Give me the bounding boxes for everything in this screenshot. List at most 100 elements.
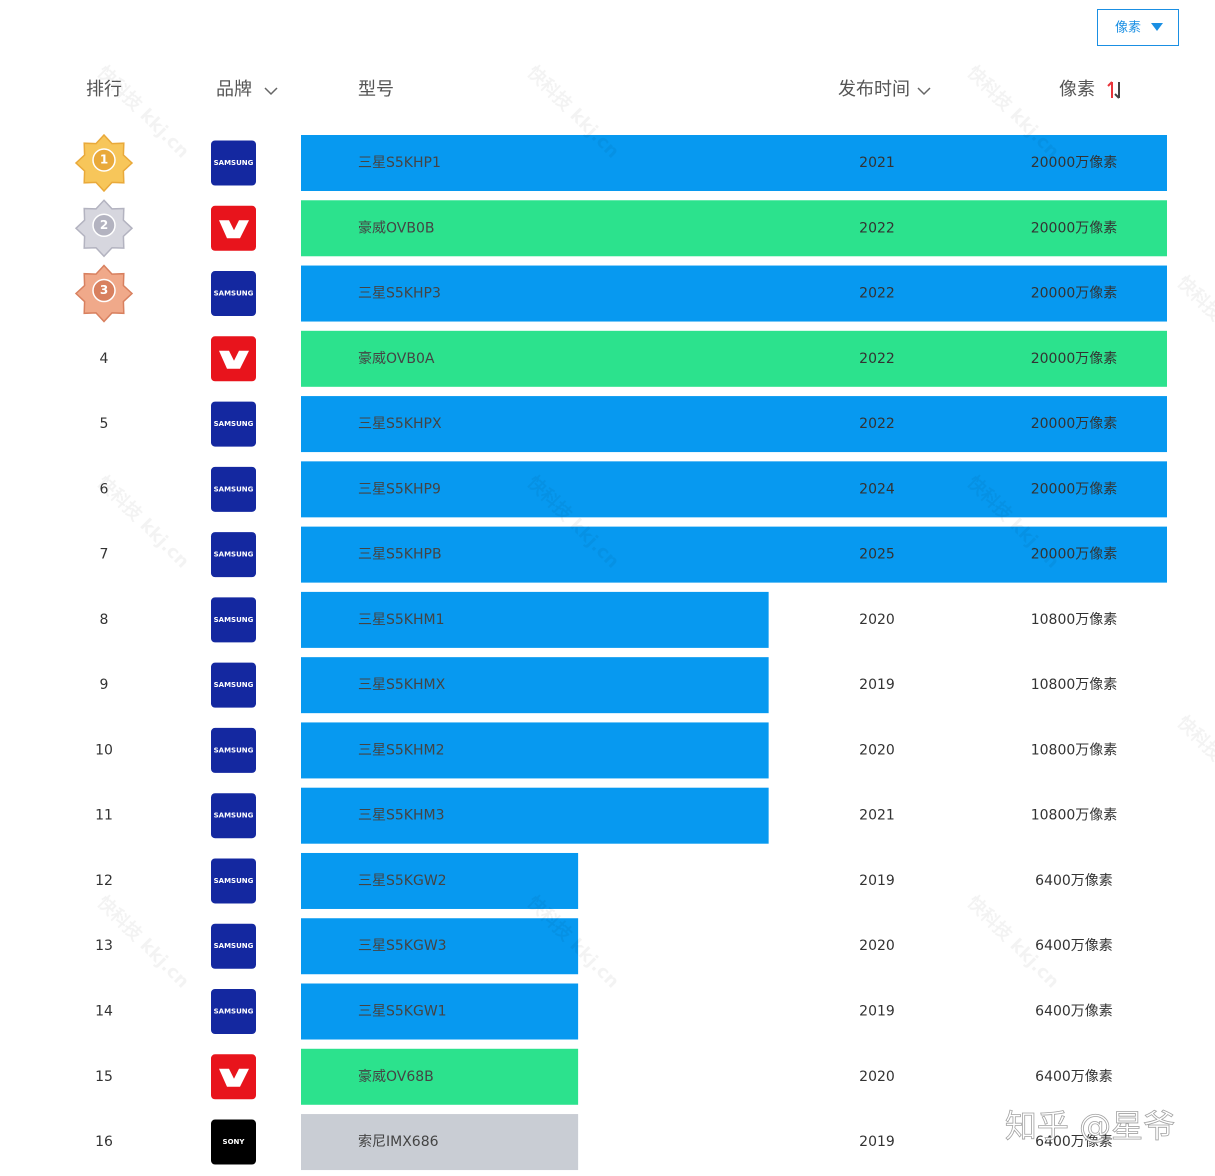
release-year: 2019 [859,677,895,693]
release-year: 2025 [859,547,895,563]
pixel-label: 20000万像素 [1031,220,1118,236]
brand-logo [211,727,256,773]
model-name: 豪威OVB0A [358,351,435,367]
bar [301,1048,579,1105]
rank-number: 9 [100,677,109,693]
bar [301,591,769,648]
dropdown-arrow[interactable] [1151,23,1163,31]
pixel-label: 10800万像素 [1031,808,1118,824]
header-year[interactable]: 发布时间 [838,79,910,100]
bar [301,330,1167,387]
release-year: 2021 [859,155,895,171]
bar [301,722,769,779]
brand-logo [211,466,256,512]
release-year: 2020 [859,742,895,758]
watermark: 知乎 @星爷 [1005,1107,1175,1145]
rank-number: 14 [95,1004,113,1020]
rank-number: 8 [100,612,109,628]
release-year: 2024 [859,481,895,497]
pixel-label: 6400万像素 [1035,873,1113,889]
model-name: 三星S5KHM3 [358,808,445,824]
model-name: 豪威OV68B [358,1069,434,1085]
brand-logo-mark [219,1068,249,1087]
brand-logo-text: SAMSUNG [214,420,254,428]
model-name: 三星S5KHP3 [358,286,441,302]
model-name: 三星S5KGW3 [358,938,447,954]
header-brand[interactable]: 品牌 [216,79,252,100]
rank-number: 16 [95,1134,113,1150]
dropdown-box[interactable] [1097,9,1179,46]
pixel-label: 10800万像素 [1031,677,1118,693]
release-year: 2019 [859,873,895,889]
bar [301,1114,579,1171]
background-watermark: 快科技 kkj.cn [1173,712,1215,813]
rank-number: 13 [95,938,113,954]
release-year: 2022 [859,286,895,302]
pixel-label: 20000万像素 [1031,481,1118,497]
model-name: 索尼IMX686 [358,1133,439,1150]
bar [301,918,579,975]
brand-logo-text: SAMSUNG [214,159,254,167]
rank-number: 6 [100,481,109,497]
release-year: 2021 [859,808,895,824]
brand-chevron[interactable] [264,87,278,96]
brand-logo [211,1119,256,1165]
pixel-label: 10800万像素 [1031,612,1118,628]
model-name: 三星S5KHM2 [358,742,445,758]
brand-logo [211,858,256,904]
brand-logo-mark [219,350,249,369]
pixel-label: 20000万像素 [1031,416,1118,432]
brand-logo [211,597,256,643]
release-year: 2019 [859,1134,895,1150]
header-pixels[interactable]: 像素 [1059,79,1095,100]
release-year: 2022 [859,351,895,367]
brand-logo [211,1054,256,1100]
brand-logo-text: SAMSUNG [214,812,254,820]
brand-logo [211,271,256,317]
sort-icon[interactable] [1107,81,1120,99]
pixel-label: 6400万像素 [1035,1004,1113,1020]
brand-logo [211,923,256,969]
model-name: 三星S5KHPX [358,416,442,432]
bar [301,265,1167,322]
brand-logo-mark [219,220,249,239]
brand-logo [211,662,256,708]
background-watermark: 快科技 kkj.cn [1173,272,1215,373]
pixel-label: 20000万像素 [1031,547,1118,563]
bar [301,200,1167,257]
brand-logo-text: SAMSUNG [214,746,254,754]
model-name: 三星S5KHM1 [358,612,445,628]
release-year: 2020 [859,1069,895,1085]
brand-logo-text: SONY [223,1138,246,1146]
brand-logo-text: SAMSUNG [214,681,254,689]
header-rank: 排行 [86,79,122,100]
dropdown-label[interactable]: 像素 [1115,21,1141,36]
model-name: 三星S5KGW1 [358,1004,447,1020]
brand-logo [211,140,256,186]
rank-number: 15 [95,1069,113,1085]
brand-logo [211,205,256,251]
model-name: 三星S5KHPB [358,547,442,563]
rank-number: 10 [95,742,113,758]
brand-logo [211,336,256,382]
model-name: 豪威OVB0B [358,220,434,236]
pixel-label: 6400万像素 [1035,938,1113,954]
pixel-label: 10800万像素 [1031,742,1118,758]
medal-badge [92,213,116,238]
medal-badge [92,278,116,303]
pixel-label: 6400万像素 [1035,1069,1113,1085]
bar [301,787,769,844]
rank-number: 7 [100,547,109,563]
header-model: 型号 [358,79,394,100]
rank-number: 12 [95,873,113,889]
release-year: 2022 [859,416,895,432]
dropdown[interactable]: 像素 [1097,9,1179,46]
release-year: 2020 [859,938,895,954]
rank-number: 1 [100,153,108,167]
rows: 1 SAMSUNG 三星S5KHP1 2021 20000万像素 2 豪威OVB0B 2022… [74,133,1167,1171]
rank-number: 3 [100,283,108,297]
model-name: 三星S5KHP9 [358,481,441,497]
brand-logo [211,532,256,578]
year-chevron[interactable] [917,87,931,96]
bar [301,396,1167,453]
